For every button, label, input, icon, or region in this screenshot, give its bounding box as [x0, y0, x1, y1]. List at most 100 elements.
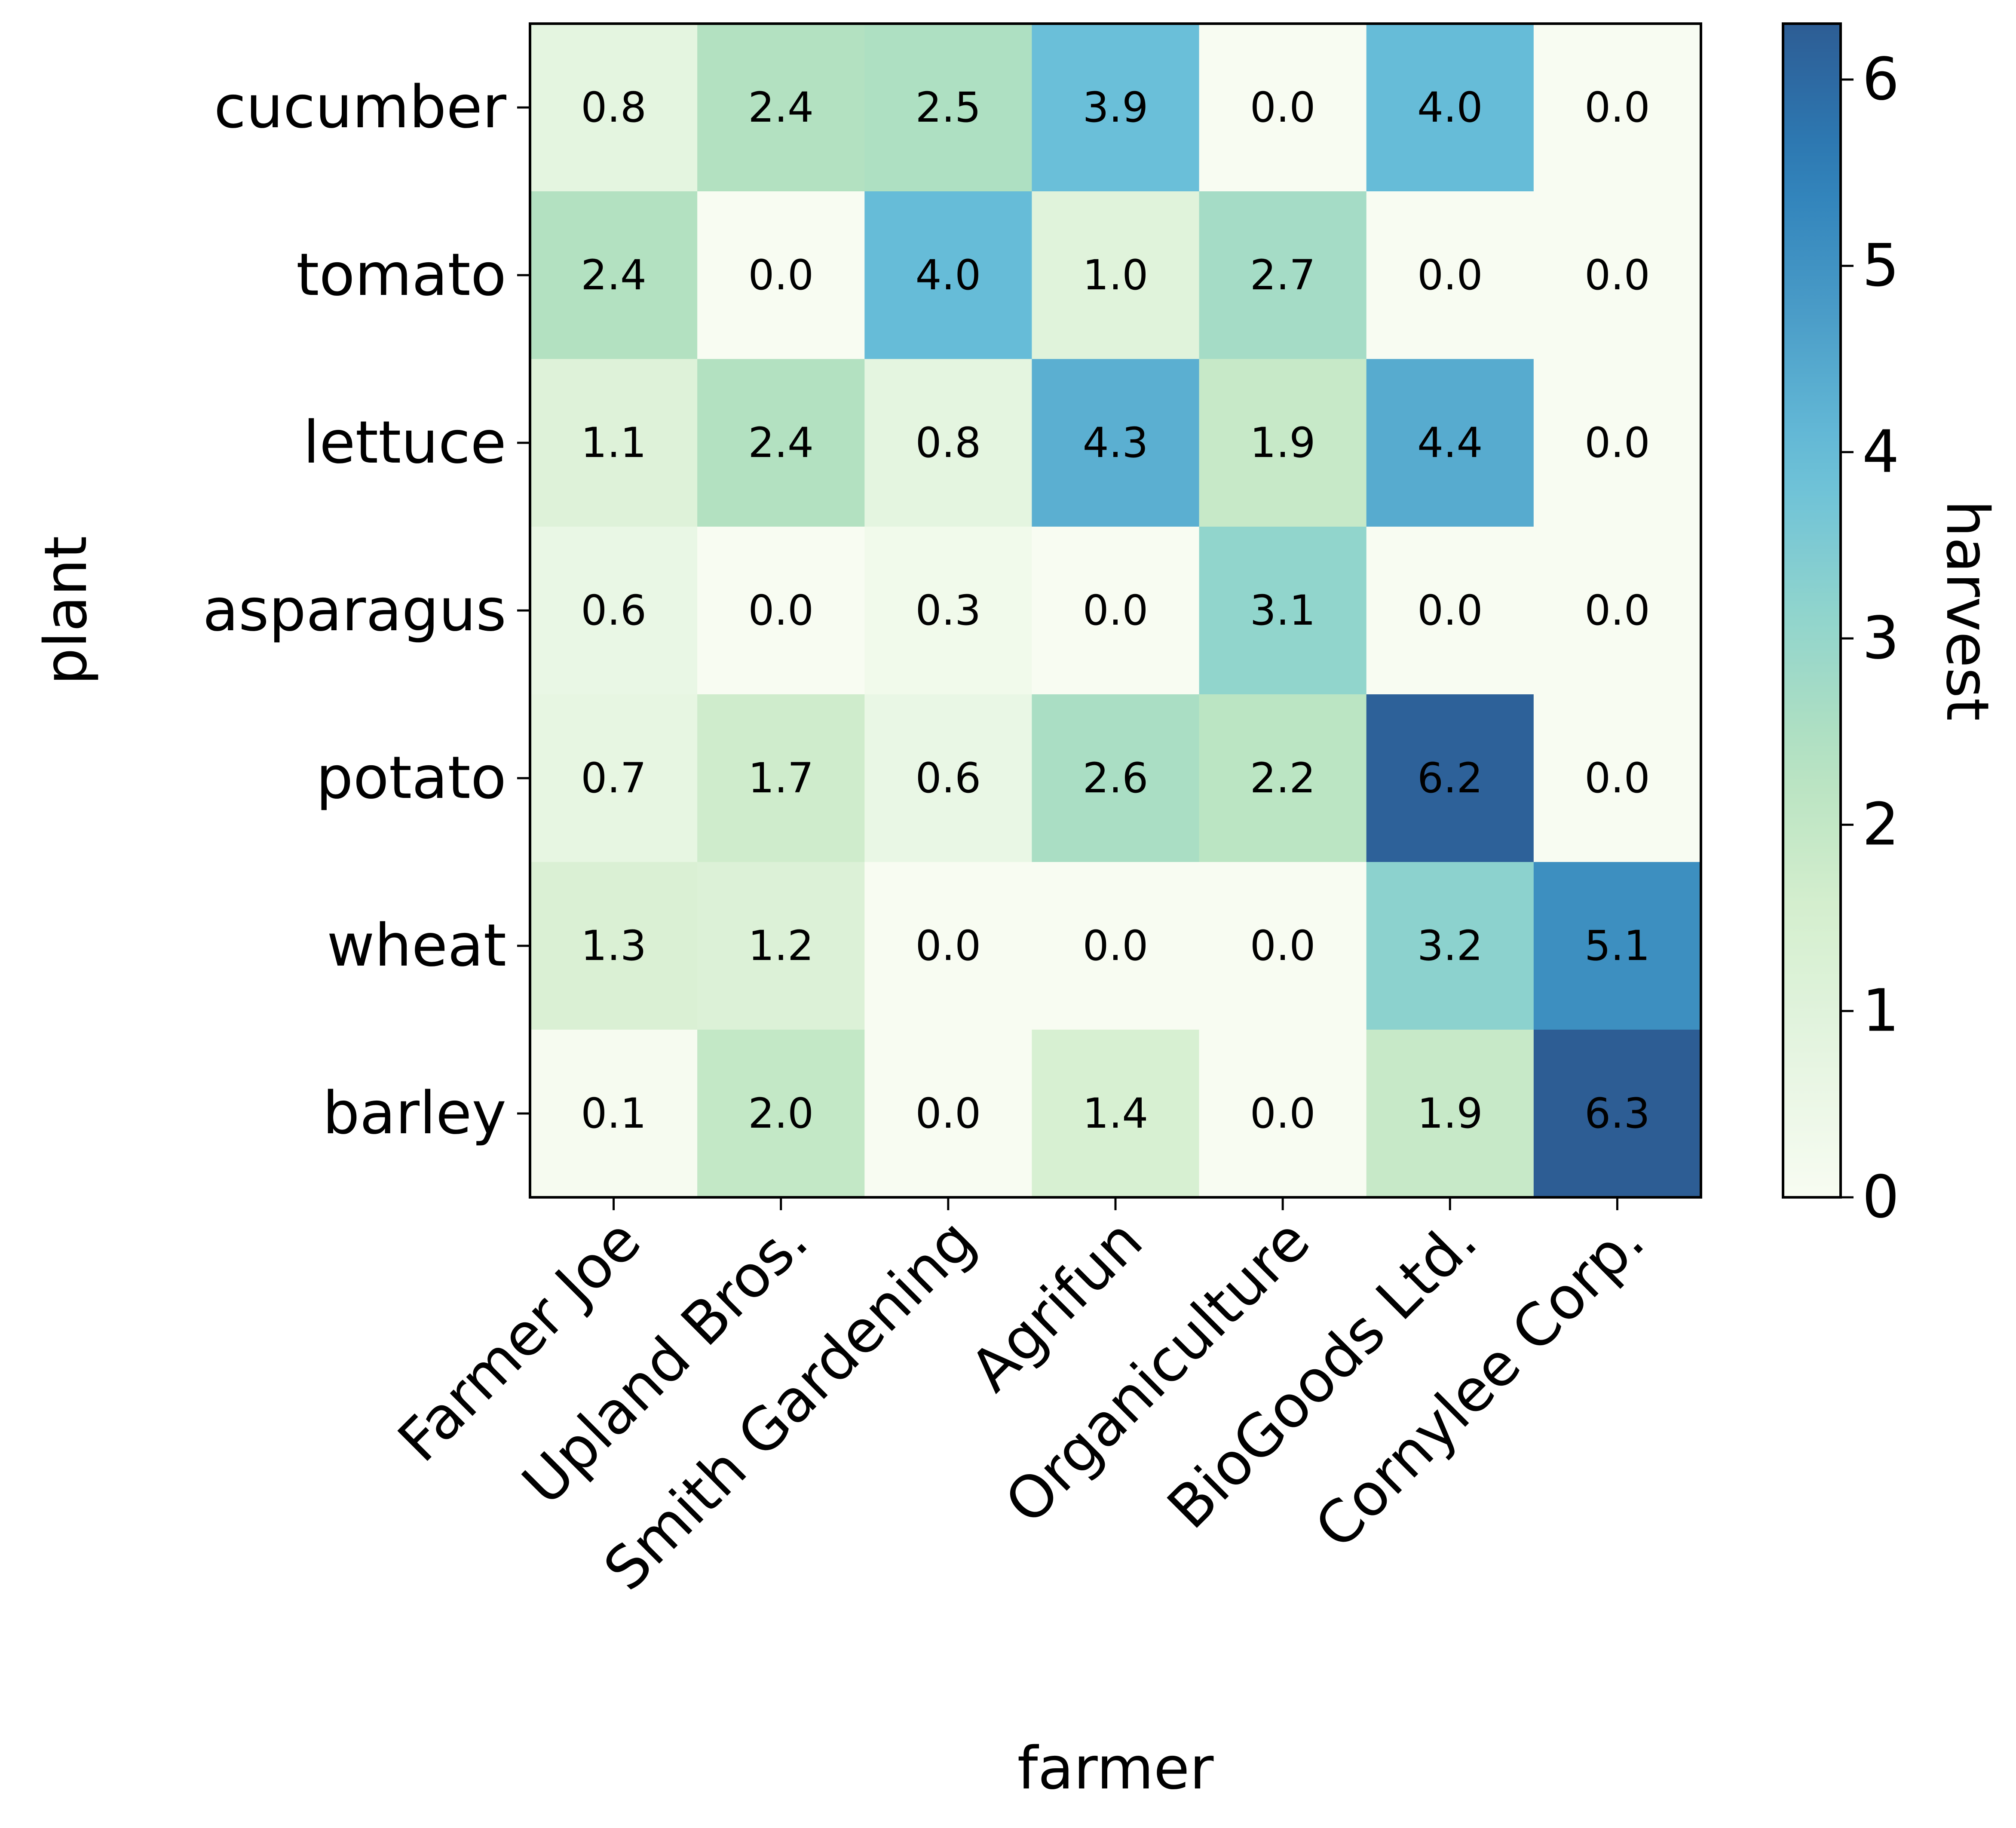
cell-value-label: 0.0 [1584, 251, 1650, 299]
heatmap-cell [1533, 191, 1701, 359]
x-tick-label: BioGoods Ltd. [1155, 1207, 1490, 1542]
cell-value-label: 4.0 [1417, 83, 1483, 132]
y-axis-ticks: cucumber tomato lettuce asparagus potato whea… [203, 74, 530, 1147]
heatmap-cell [697, 359, 865, 527]
heatmap-cell [697, 24, 865, 192]
heatmap-cell [1533, 527, 1701, 695]
heatmap-cell [530, 24, 698, 192]
cell-value-label: 4.4 [1417, 419, 1483, 467]
heatmap-cell [864, 24, 1032, 192]
heatmap-cell [864, 527, 1032, 695]
heatmap-cell [1032, 359, 1200, 527]
cell-value-label: 0.8 [581, 83, 646, 132]
cell-value-label: 0.0 [1250, 83, 1316, 132]
cell-value-label: 1.7 [748, 754, 814, 802]
colorbar-ticks: 0 1 2 3 4 5 6 [1841, 46, 1900, 1231]
cell-value-label: 2.7 [1250, 251, 1316, 299]
heatmap-cells [530, 24, 1701, 1198]
cell-value-label: 1.9 [1417, 1089, 1483, 1138]
heatmap-cell [1032, 24, 1200, 192]
y-axis-label: plant [32, 536, 100, 685]
heatmap-cell [864, 191, 1032, 359]
cell-value-label: 3.1 [1250, 586, 1316, 635]
cell-value-label: 0.0 [748, 586, 814, 635]
heatmap-cell [697, 694, 865, 862]
cell-value-label: 0.0 [1250, 1089, 1316, 1138]
y-tick-label: potato [316, 744, 506, 812]
cell-value-label: 0.0 [916, 922, 981, 970]
heatmap-cell [1366, 1030, 1534, 1198]
heatmap-cell [1032, 527, 1200, 695]
cell-value-label: 0.0 [1584, 83, 1650, 132]
cell-value-label: 0.1 [581, 1089, 646, 1138]
cell-value-label: 0.3 [916, 586, 981, 635]
cell-value-label: 2.0 [748, 1089, 814, 1138]
heatmap-cell [530, 694, 698, 862]
cell-value-label: 2.4 [581, 251, 646, 299]
x-axis-label: farmer [1017, 1735, 1214, 1803]
cell-value-label: 0.6 [581, 586, 646, 635]
cell-value-label: 6.2 [1417, 754, 1483, 802]
y-tick-label: wheat [327, 912, 506, 980]
heatmap-cell [864, 359, 1032, 527]
heatmap-cell [1533, 862, 1701, 1030]
cell-value-label: 0.0 [1584, 586, 1650, 635]
heatmap-cell [697, 527, 865, 695]
heatmap-cell [1032, 862, 1200, 1030]
cell-value-label: 1.1 [581, 419, 646, 467]
colorbar-tick-label: 4 [1862, 418, 1900, 486]
cell-value-label: 5.1 [1584, 922, 1650, 970]
cell-value-label: 1.4 [1083, 1089, 1149, 1138]
cell-value-label: 2.5 [916, 83, 981, 132]
heatmap-cell [1199, 191, 1367, 359]
heatmap-cell [697, 1030, 865, 1198]
heatmap-cell [1199, 527, 1367, 695]
colorbar-tick-label: 2 [1862, 791, 1900, 859]
colorbar-label: harvest [1933, 500, 2001, 721]
heatmap-cell [1199, 359, 1367, 527]
cell-value-label: 0.0 [748, 251, 814, 299]
cell-value-label: 2.4 [748, 83, 814, 132]
cell-value-label: 0.0 [1584, 754, 1650, 802]
heatmap-cell [697, 191, 865, 359]
colorbar [1782, 22, 1842, 1199]
heatmap-cell [530, 191, 698, 359]
y-tick-label: barley [322, 1080, 506, 1147]
cell-value-label: 1.9 [1250, 419, 1316, 467]
heatmap-cell [530, 527, 698, 695]
heatmap-cell [530, 359, 698, 527]
cell-value-label: 4.0 [916, 251, 981, 299]
colorbar-tick-label: 5 [1862, 232, 1900, 300]
cell-value-label: 0.0 [916, 1089, 981, 1138]
x-tick-label: Organiculture [993, 1207, 1323, 1537]
heatmap-cell [1366, 191, 1534, 359]
cell-value-label: 6.3 [1584, 1089, 1650, 1138]
heatmap-cell [864, 1030, 1032, 1198]
heatmap-cell [1032, 191, 1200, 359]
heatmap-cell [1533, 359, 1701, 527]
cell-value-label: 0.0 [1250, 922, 1316, 970]
heatmap-cell [1533, 1030, 1701, 1198]
heatmap-cell [1199, 1030, 1367, 1198]
heatmap-cell [864, 694, 1032, 862]
heatmap-cell [1366, 24, 1534, 192]
heatmap-cell [1199, 694, 1367, 862]
heatmap-cell [1199, 862, 1367, 1030]
cell-value-label: 0.8 [916, 419, 981, 467]
cell-value-label: 3.9 [1083, 83, 1149, 132]
cell-value-labels: 0.8 2.4 2.5 3.9 0.0 4.0 0.0 2.4 0.0 4.0 1.0 2.7 0.0 0… [581, 83, 1650, 1138]
cell-value-label: 2.6 [1083, 754, 1149, 802]
cell-value-label: 1.0 [1083, 251, 1149, 299]
cell-value-label: 0.0 [1083, 922, 1149, 970]
colorbar-tick-label: 0 [1862, 1163, 1900, 1231]
cell-value-label: 0.0 [1417, 586, 1483, 635]
heatmap-cell [1533, 694, 1701, 862]
y-tick-label: asparagus [203, 577, 507, 644]
y-tick-label: lettuce [303, 409, 506, 477]
heatmap-cell [1032, 1030, 1200, 1198]
y-tick-label: cucumber [214, 74, 506, 141]
heatmap-cell [864, 862, 1032, 1030]
y-tick-label: tomato [296, 241, 506, 309]
